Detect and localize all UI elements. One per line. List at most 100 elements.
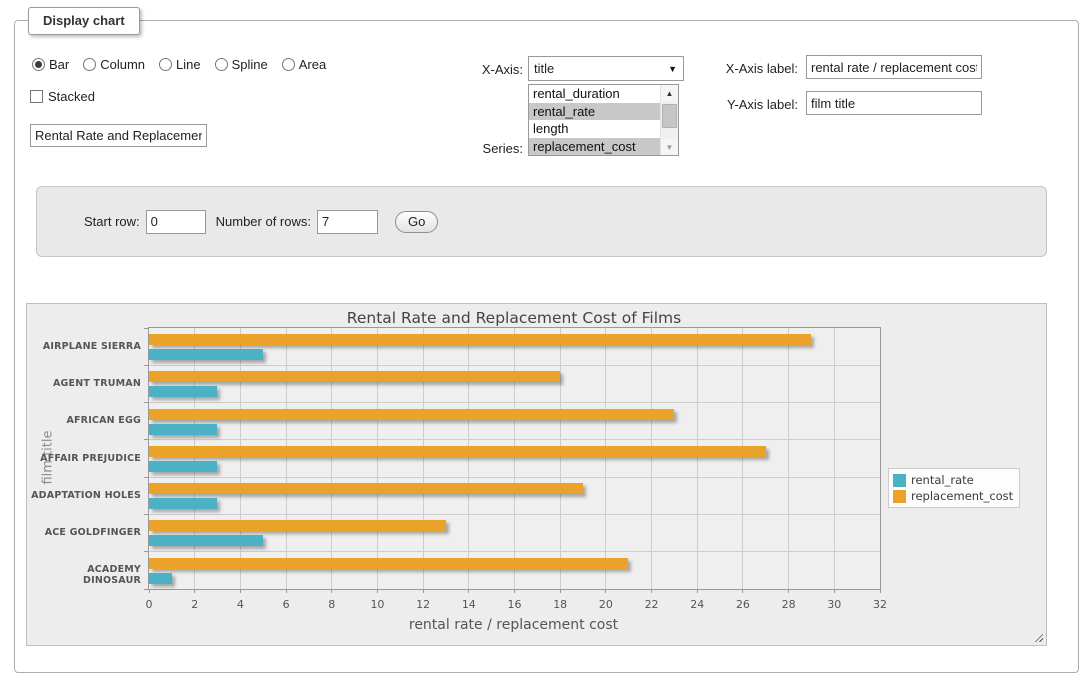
x-axis-tick-label: 4 <box>220 598 260 611</box>
series-option-rental_rate[interactable]: rental_rate <box>529 103 660 121</box>
bar-replacement_cost <box>149 558 628 569</box>
start-row-label: Start row: <box>84 214 140 229</box>
resize-handle-icon[interactable] <box>1032 631 1043 642</box>
x-axis-tick-label: 26 <box>723 598 763 611</box>
x-axis-tick-label: 12 <box>403 598 443 611</box>
gridline-vertical <box>468 328 469 589</box>
y-axis-label-input[interactable] <box>806 91 982 115</box>
x-axis-tick-label: 16 <box>495 598 535 611</box>
x-axis-tick <box>560 589 561 593</box>
radio-icon[interactable] <box>32 58 45 71</box>
chart-panel: Rental Rate and Replacement Cost of Film… <box>26 303 1047 646</box>
gridline-horizontal <box>149 477 880 478</box>
x-axis-tick-label: 28 <box>769 598 809 611</box>
series-options: rental_durationrental_ratelengthreplacem… <box>529 85 660 155</box>
stacked-row: Stacked <box>30 89 95 104</box>
y-axis-label-field-label: Y-Axis label: <box>706 97 798 112</box>
x-axis-tick-label: 30 <box>814 598 854 611</box>
bar-rental_rate <box>149 498 217 509</box>
radio-icon[interactable] <box>159 58 172 71</box>
x-axis-tick-label: 32 <box>860 598 900 611</box>
x-axis-label-field-label: X-Axis label: <box>706 61 798 76</box>
scroll-down-icon[interactable]: ▼ <box>661 139 678 155</box>
bar-replacement_cost <box>149 334 811 345</box>
series-option-replacement_cost[interactable]: replacement_cost <box>529 138 660 156</box>
x-axis-tick <box>149 589 150 593</box>
y-axis-category-label: ACE GOLDFINGER <box>27 527 141 538</box>
legend-swatch-icon <box>893 490 906 503</box>
gridline-horizontal <box>149 402 880 403</box>
chart-type-option-line[interactable]: Line <box>159 57 201 72</box>
bar-rental_rate <box>149 424 217 435</box>
series-listbox[interactable]: rental_durationrental_ratelengthreplacem… <box>528 84 679 156</box>
series-option-length[interactable]: length <box>529 120 660 138</box>
gridline-vertical <box>742 328 743 589</box>
x-axis-tick <box>605 589 606 593</box>
gridline-horizontal <box>149 365 880 366</box>
radio-label: Column <box>100 57 145 72</box>
x-axis-tick <box>742 589 743 593</box>
bar-replacement_cost <box>149 371 560 382</box>
gridline-vertical <box>194 328 195 589</box>
x-axis-selected-value: title <box>529 61 668 76</box>
chart-title-input[interactable] <box>30 124 207 147</box>
chart-type-option-spline[interactable]: Spline <box>215 57 268 72</box>
radio-icon[interactable] <box>83 58 96 71</box>
radio-icon[interactable] <box>282 58 295 71</box>
x-axis-tick <box>880 589 881 593</box>
bar-rental_rate <box>149 461 217 472</box>
x-axis-tick-label: 20 <box>586 598 626 611</box>
gridline-vertical <box>560 328 561 589</box>
y-axis-tick <box>144 551 149 552</box>
num-rows-input[interactable] <box>317 210 378 234</box>
gridline-vertical <box>651 328 652 589</box>
chart-type-option-area[interactable]: Area <box>282 57 326 72</box>
gridline-horizontal <box>149 439 880 440</box>
y-axis-category-label: AFRICAN EGG <box>27 415 141 426</box>
y-axis-tick <box>144 328 149 329</box>
gridline-vertical <box>423 328 424 589</box>
x-axis-tick <box>697 589 698 593</box>
bar-rental_rate <box>149 386 217 397</box>
chevron-down-icon: ▼ <box>668 64 683 74</box>
y-axis-category-label: AFFAIR PREJUDICE <box>27 453 141 464</box>
x-axis-tick-label: 8 <box>312 598 352 611</box>
chart-type-option-bar[interactable]: Bar <box>32 57 69 72</box>
x-axis-tick-label: 24 <box>677 598 717 611</box>
bar-replacement_cost <box>149 409 674 420</box>
scrollbar[interactable]: ▲ ▼ <box>660 85 678 155</box>
rows-panel: Start row: Number of rows: Go <box>36 186 1047 257</box>
chart-type-option-column[interactable]: Column <box>83 57 145 72</box>
gridline-vertical <box>514 328 515 589</box>
scroll-up-icon[interactable]: ▲ <box>661 85 678 101</box>
x-axis-tick-label: 14 <box>449 598 489 611</box>
gridline-vertical <box>240 328 241 589</box>
series-option-rental_duration[interactable]: rental_duration <box>529 85 660 103</box>
start-row-input[interactable] <box>146 210 206 234</box>
x-axis-tick-label: 18 <box>540 598 580 611</box>
x-axis-tick <box>377 589 378 593</box>
scrollbar-thumb[interactable] <box>662 104 677 128</box>
chart-plot-area: 02468101214161820222426283032AIRPLANE SI… <box>148 327 881 590</box>
bar-replacement_cost <box>149 446 766 457</box>
x-axis-label: X-Axis: <box>450 62 523 77</box>
go-button[interactable]: Go <box>395 211 438 233</box>
radio-icon[interactable] <box>215 58 228 71</box>
gridline-horizontal <box>149 514 880 515</box>
stacked-label: Stacked <box>48 89 95 104</box>
x-axis-tick <box>331 589 332 593</box>
legend-entry-replacement_cost: replacement_cost <box>893 488 1013 504</box>
chart-x-axis-title: rental rate / replacement cost <box>148 617 879 633</box>
x-axis-tick-label: 2 <box>175 598 215 611</box>
gridline-vertical <box>697 328 698 589</box>
stacked-checkbox[interactable] <box>30 90 43 103</box>
x-axis-tick-label: 6 <box>266 598 306 611</box>
bar-replacement_cost <box>149 520 446 531</box>
x-axis-tick-label: 0 <box>129 598 169 611</box>
bar-rental_rate <box>149 535 263 546</box>
legend-entry-rental_rate: rental_rate <box>893 472 1013 488</box>
y-axis-category-label: ADAPTATION HOLES <box>27 490 141 501</box>
x-axis-select[interactable]: title ▼ <box>528 56 684 81</box>
x-axis-tick <box>423 589 424 593</box>
x-axis-label-input[interactable] <box>806 55 982 79</box>
